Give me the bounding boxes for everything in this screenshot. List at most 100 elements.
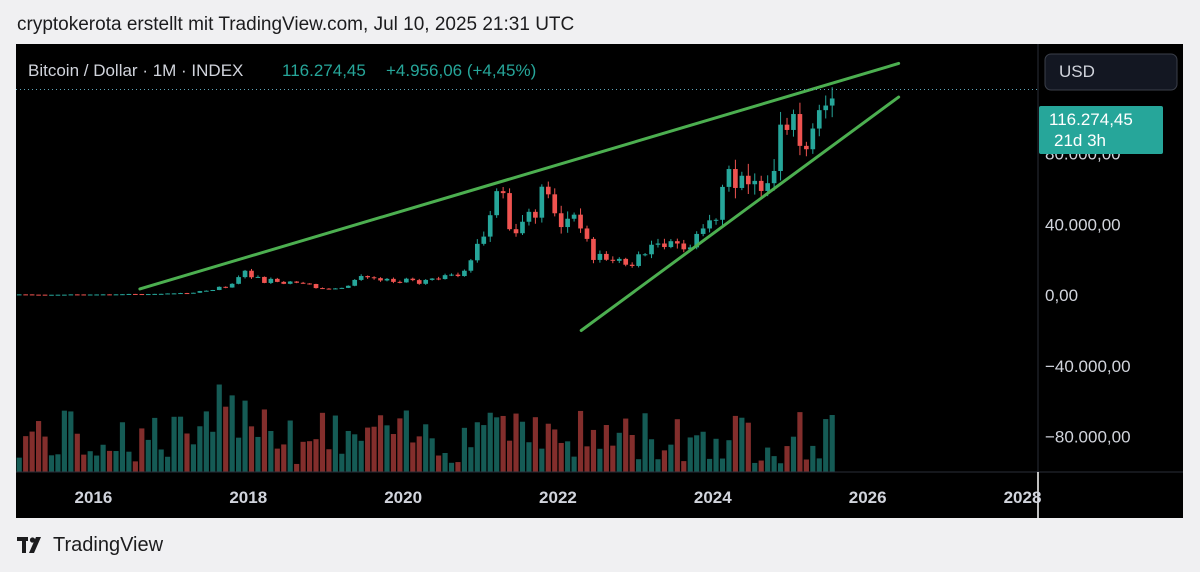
candle-body[interactable] [120, 294, 125, 296]
candle-body[interactable] [526, 211, 532, 222]
candle-body[interactable] [687, 247, 693, 250]
candle-body[interactable] [642, 254, 648, 256]
candle-body[interactable] [655, 243, 661, 245]
candle-body[interactable] [229, 283, 235, 288]
candle-body[interactable] [184, 293, 190, 295]
candle-body[interactable] [281, 281, 287, 284]
candle-body[interactable] [249, 270, 254, 278]
candle-body[interactable] [442, 275, 448, 280]
candle-body[interactable] [287, 281, 293, 284]
candle-body[interactable] [384, 278, 390, 281]
candle-body[interactable] [668, 241, 674, 248]
candle-body[interactable] [733, 169, 738, 188]
candle-body[interactable] [784, 124, 790, 130]
candle-body[interactable] [623, 258, 629, 265]
candle-body[interactable] [307, 283, 312, 285]
candle-body[interactable] [474, 243, 480, 261]
candle-body[interactable] [126, 293, 132, 295]
candle-body[interactable] [94, 294, 99, 296]
candle-body[interactable] [139, 294, 145, 296]
candle-body[interactable] [223, 286, 229, 288]
candle-body[interactable] [791, 114, 796, 130]
candle-body[interactable] [242, 270, 248, 278]
candle-body[interactable] [771, 170, 777, 184]
candle-body[interactable] [558, 213, 564, 228]
candle-body[interactable] [345, 285, 351, 288]
candle-body[interactable] [694, 233, 700, 248]
candle-body[interactable] [16, 294, 22, 296]
candle-body[interactable] [100, 294, 106, 296]
candle-body[interactable] [533, 211, 538, 218]
candle-body[interactable] [404, 278, 409, 283]
candle-body[interactable] [707, 220, 712, 229]
candle-body[interactable] [107, 294, 112, 296]
candle-body[interactable] [23, 294, 29, 296]
candle-body[interactable] [74, 294, 80, 296]
candle-body[interactable] [352, 279, 358, 286]
candle-body[interactable] [133, 293, 138, 295]
candle-body[interactable] [333, 288, 338, 290]
candle-body[interactable] [552, 194, 558, 214]
candle-body[interactable] [500, 191, 506, 194]
candle-body[interactable] [571, 214, 577, 219]
candle-body[interactable] [429, 278, 435, 280]
candle-body[interactable] [829, 98, 835, 106]
chart-panel[interactable]: 80.000,00 40.000,00 0,00 −40.000,00 −80.000,… [16, 44, 1183, 518]
trendline[interactable] [138, 61, 901, 291]
candle-body[interactable] [358, 276, 364, 280]
candle-body[interactable] [145, 294, 151, 296]
price-chart[interactable]: 80.000,0040.000,000,00−40.000,00−80.000,… [16, 44, 1183, 518]
currency-button[interactable] [1044, 53, 1178, 91]
candle-body[interactable] [662, 243, 667, 248]
candlesticks[interactable] [16, 87, 835, 296]
candle-body[interactable] [713, 219, 719, 221]
candle-body[interactable] [675, 241, 680, 244]
candle-body[interactable] [565, 218, 570, 228]
candle-body[interactable] [391, 278, 396, 282]
candle-body[interactable] [29, 294, 35, 296]
candle-body[interactable] [320, 288, 325, 290]
candle-body[interactable] [591, 238, 596, 260]
candle-body[interactable] [36, 294, 41, 296]
candle-body[interactable] [294, 281, 299, 283]
candle-body[interactable] [216, 286, 222, 291]
candle-body[interactable] [520, 221, 525, 234]
candle-body[interactable] [804, 145, 809, 150]
candle-body[interactable] [752, 180, 758, 185]
candle-body[interactable] [507, 193, 512, 230]
candle-body[interactable] [210, 290, 216, 292]
candle-body[interactable] [597, 253, 603, 260]
candle-body[interactable] [255, 276, 261, 278]
candle-body[interactable] [649, 244, 654, 255]
candle-body[interactable] [513, 229, 519, 234]
candle-body[interactable] [539, 186, 545, 218]
candle-body[interactable] [604, 253, 609, 260]
candle-body[interactable] [436, 278, 441, 280]
candle-body[interactable] [378, 278, 383, 281]
candle-body[interactable] [449, 274, 454, 276]
candle-body[interactable] [765, 183, 770, 191]
candle-body[interactable] [371, 277, 377, 279]
trendline[interactable] [579, 95, 901, 333]
candle-body[interactable] [158, 293, 164, 295]
candle-body[interactable] [191, 292, 196, 294]
candle-body[interactable] [481, 236, 487, 244]
candle-body[interactable] [758, 180, 764, 191]
candle-body[interactable] [636, 254, 641, 266]
candle-body[interactable] [236, 277, 241, 284]
candle-body[interactable] [178, 293, 183, 295]
candle-body[interactable] [578, 214, 583, 229]
candle-body[interactable] [87, 294, 93, 296]
candle-body[interactable] [152, 293, 158, 295]
candle-body[interactable] [700, 228, 706, 234]
candle-body[interactable] [49, 294, 54, 296]
candle-body[interactable] [681, 243, 687, 250]
candle-body[interactable] [416, 280, 422, 284]
candle-body[interactable] [113, 294, 119, 296]
candle-body[interactable] [171, 293, 177, 295]
candle-body[interactable] [42, 294, 48, 296]
candle-body[interactable] [616, 258, 622, 261]
candle-body[interactable] [365, 276, 370, 278]
candle-body[interactable] [487, 215, 493, 237]
candle-body[interactable] [468, 260, 474, 271]
